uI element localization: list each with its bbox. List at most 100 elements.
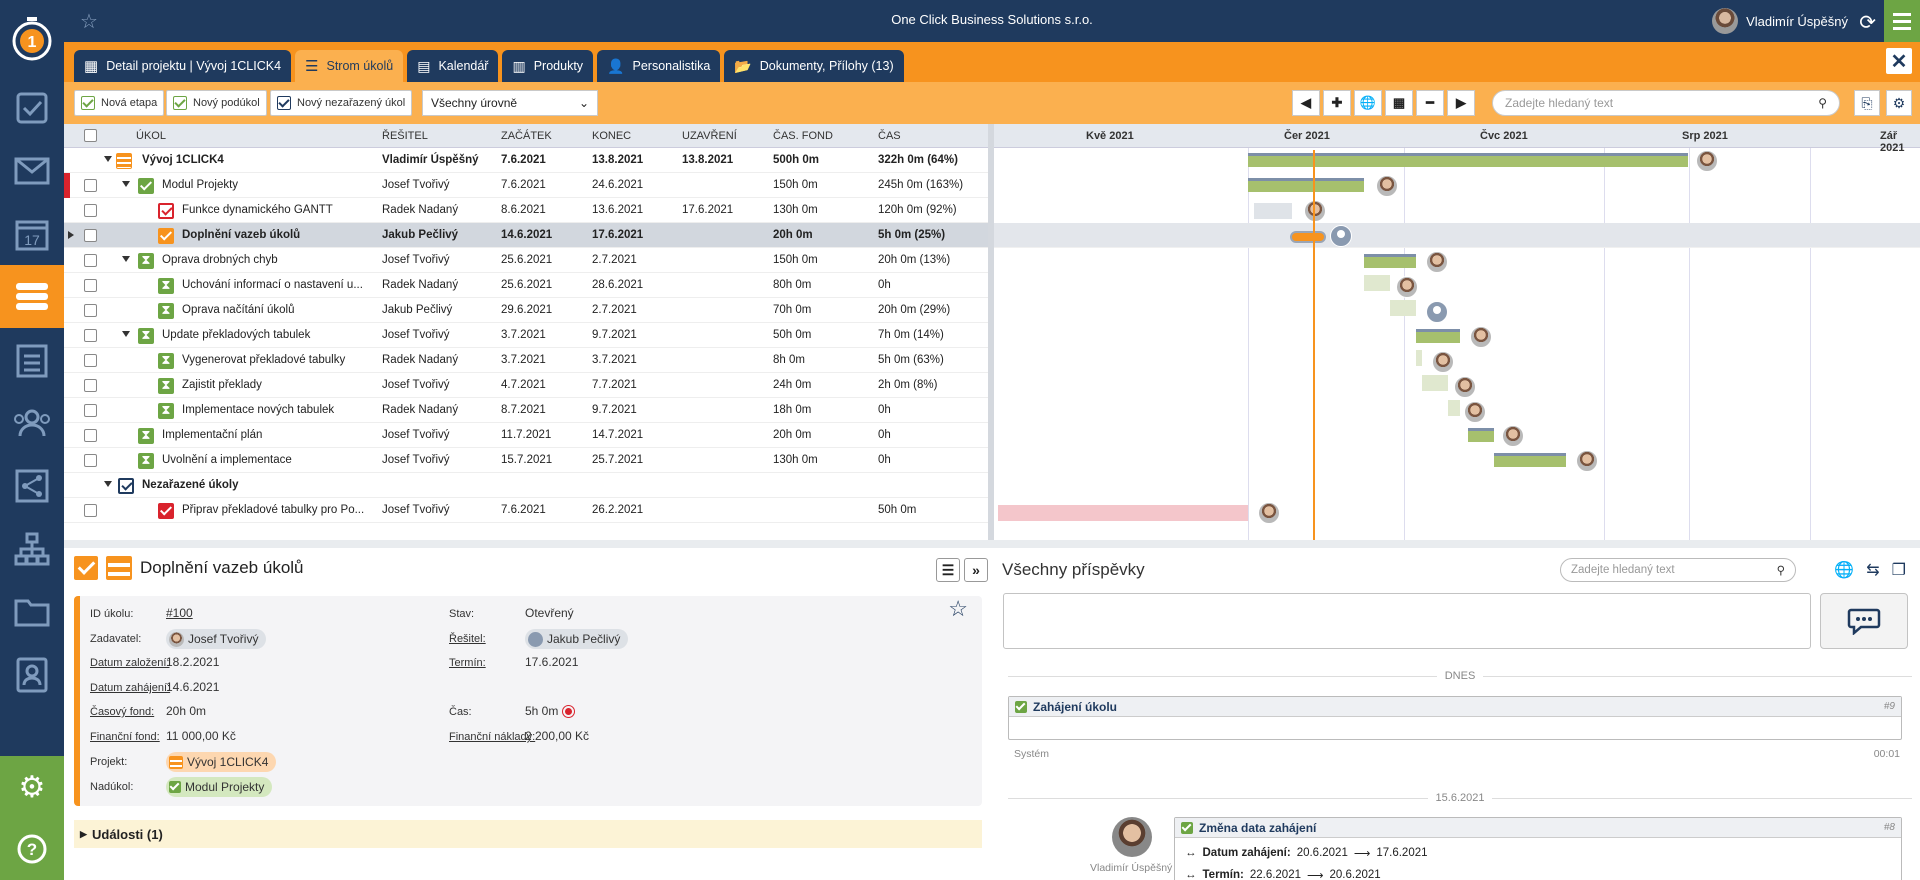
sidebar-item-people[interactable] — [0, 391, 64, 454]
col-solver[interactable]: ŘEŠITEL — [382, 130, 428, 142]
sidebar-item-mail[interactable] — [0, 139, 64, 202]
zoom-in-button[interactable]: ✚ — [1323, 90, 1351, 116]
refresh-icon[interactable]: ⟳ — [1859, 12, 1876, 34]
table-row[interactable]: Zajistit překlady Josef Tvořivý 4.7.2021… — [64, 373, 988, 398]
table-row[interactable]: Oprava drobných chyb Josef Tvořivý 25.6.… — [64, 248, 988, 273]
sidebar-item-clipboard[interactable] — [0, 328, 64, 391]
export-icon[interactable]: ⎘ — [1854, 90, 1880, 116]
select-all-checkbox[interactable] — [84, 129, 97, 142]
gantt-bar[interactable] — [1448, 400, 1460, 416]
swap-icon[interactable]: ⇆ — [1866, 562, 1880, 579]
gantt-bar[interactable] — [1254, 203, 1292, 219]
horizontal-divider[interactable] — [64, 540, 1920, 548]
sidebar-item-task-tree[interactable] — [0, 265, 64, 328]
gantt-bar[interactable] — [1422, 375, 1448, 391]
send-post-button[interactable] — [1820, 593, 1908, 649]
parent-task-chip[interactable]: Modul Projekty — [166, 777, 273, 797]
collapse-icon[interactable] — [122, 331, 130, 337]
table-row[interactable]: Funkce dynamického GANTT Radek Nadaný 8.… — [64, 198, 988, 223]
expand-button[interactable]: » — [964, 558, 988, 582]
project-chip[interactable]: Vývoj 1CLICK4 — [166, 752, 277, 772]
favorite-star-icon[interactable]: ☆ — [80, 11, 98, 33]
gantt-bar-selected[interactable] — [1290, 231, 1326, 243]
close-icon[interactable]: ✕ — [1886, 48, 1912, 74]
hamburger-menu-button[interactable] — [1884, 0, 1920, 42]
tab-calendar[interactable]: ▤ Kalendář — [407, 50, 499, 82]
new-stage-button[interactable]: Nová etapa — [74, 90, 165, 116]
sidebar-item-calendar[interactable]: 17 — [0, 202, 64, 265]
row-checkbox[interactable] — [84, 304, 97, 317]
col-start[interactable]: ZAČÁTEK — [501, 130, 552, 142]
tab-personnel[interactable]: 👤 Personalistika — [597, 50, 721, 82]
post-card[interactable]: Zahájení úkolu #9 — [1008, 696, 1902, 740]
col-time[interactable]: ČAS — [878, 130, 901, 142]
gantt-bar[interactable] — [1364, 254, 1416, 268]
table-row[interactable]: Vývoj 1CLICK4 Vladimír Úspěšný 7.6.2021 … — [64, 148, 988, 173]
row-checkbox[interactable] — [84, 254, 97, 267]
panel-splitter[interactable] — [988, 124, 994, 540]
row-checkbox[interactable] — [84, 404, 97, 417]
collapse-icon[interactable] — [104, 156, 112, 162]
table-row[interactable]: Update překladových tabulek Josef Tvořiv… — [64, 323, 988, 348]
app-logo[interactable]: 1 — [0, 0, 64, 76]
gantt-chart[interactable] — [994, 148, 1920, 540]
events-section[interactable]: ▶ Události (1) — [74, 820, 982, 848]
user-menu[interactable]: Vladimír Úspěšný — [1712, 8, 1848, 34]
menu-button[interactable]: ☰ — [936, 558, 960, 582]
table-row-group[interactable]: Nezařazené úkoly — [64, 473, 988, 498]
sidebar-item-tasks-check[interactable] — [0, 76, 64, 139]
globe-icon[interactable]: 🌐 — [1834, 562, 1855, 579]
record-icon[interactable] — [562, 704, 576, 718]
collapse-icon[interactable] — [122, 256, 130, 262]
settings-button[interactable]: ⚙ — [0, 756, 64, 818]
level-select[interactable]: Všechny úrovně ⌄ — [422, 90, 598, 116]
row-checkbox[interactable] — [84, 504, 97, 517]
col-end[interactable]: KONEC — [592, 130, 632, 142]
gantt-bar[interactable] — [1364, 275, 1390, 291]
tab-task-tree[interactable]: ☰ Strom úkolů — [295, 50, 404, 82]
calendar-button[interactable]: ▦ — [1385, 90, 1413, 116]
row-checkbox[interactable] — [84, 229, 97, 242]
new-unassigned-task-button[interactable]: Nový nezařazený úkol — [270, 90, 413, 116]
row-checkbox[interactable] — [84, 429, 97, 442]
table-row-selected[interactable]: Doplnění vazeb úkolů Jakub Pečlivý 14.6.… — [64, 223, 988, 248]
gantt-bar[interactable] — [1494, 453, 1566, 467]
gantt-bar[interactable] — [1468, 428, 1494, 442]
collapse-icon[interactable] — [104, 481, 112, 487]
table-row[interactable]: Vygenerovat překladové tabulky Radek Nad… — [64, 348, 988, 373]
gantt-bar[interactable] — [1416, 350, 1422, 366]
table-row[interactable]: Modul Projekty Josef Tvořivý 7.6.2021 24… — [64, 173, 988, 198]
row-checkbox[interactable] — [84, 329, 97, 342]
next-button[interactable]: ▶ — [1447, 90, 1475, 116]
table-row[interactable]: Implementace nových tabulek Radek Nadaný… — [64, 398, 988, 423]
comments-icon[interactable]: ❐ — [1891, 562, 1906, 579]
prev-button[interactable]: ◀ — [1292, 90, 1320, 116]
row-checkbox[interactable] — [84, 379, 97, 392]
zoom-out-button[interactable]: ━ — [1416, 90, 1444, 116]
col-fund[interactable]: ČAS. FOND — [773, 130, 833, 142]
gantt-bar-overdue[interactable] — [998, 505, 1248, 521]
task-search-input[interactable]: Zadejte hledaný text ⚲ — [1492, 90, 1840, 116]
gantt-bar[interactable] — [1248, 153, 1688, 167]
table-row[interactable]: Uvolnění a implementace Josef Tvořivý 15… — [64, 448, 988, 473]
gantt-bar[interactable] — [1416, 329, 1460, 343]
globe-button[interactable]: 🌐 — [1354, 90, 1382, 116]
row-checkbox[interactable] — [84, 279, 97, 292]
row-checkbox[interactable] — [84, 179, 97, 192]
task-id-value[interactable]: #100 — [166, 606, 193, 620]
favorite-star-icon[interactable]: ☆ — [948, 596, 968, 621]
collapse-icon[interactable] — [122, 181, 130, 187]
row-checkbox[interactable] — [84, 454, 97, 467]
sidebar-item-share[interactable] — [0, 454, 64, 517]
table-row[interactable]: Implementační plán Josef Tvořivý 11.7.20… — [64, 423, 988, 448]
tab-documents[interactable]: 📂 Dokumenty, Přílohy (13) — [724, 50, 904, 82]
post-card[interactable]: Změna data zahájení #8 ↔ Datum zahájení:… — [1174, 817, 1902, 880]
col-closed[interactable]: UZAVŘENÍ — [682, 130, 737, 142]
new-post-textarea[interactable] — [1003, 593, 1811, 649]
state-value[interactable]: Otevřený — [525, 606, 574, 620]
gantt-bar[interactable] — [1248, 178, 1364, 192]
tab-project-detail[interactable]: ▦ Detail projektu | Vývoj 1CLICK4 — [74, 50, 292, 82]
table-row[interactable]: Uchování informací o nastavení u... Rade… — [64, 273, 988, 298]
new-subtask-button[interactable]: Nový podúkol — [166, 90, 267, 116]
table-row[interactable]: Oprava načítání úkolů Jakub Pečlivý 29.6… — [64, 298, 988, 323]
